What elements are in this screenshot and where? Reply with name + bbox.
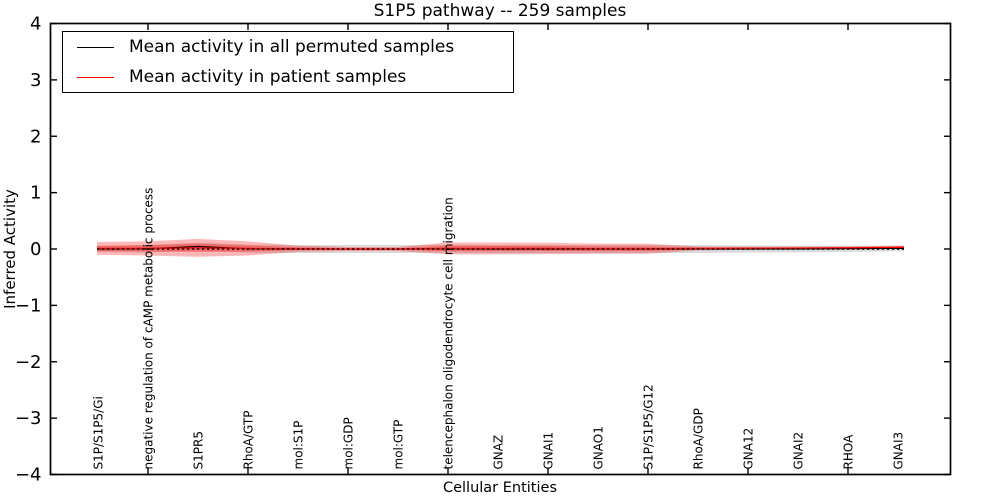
- x-tick-label: S1PR5: [192, 431, 206, 469]
- x-tick-label: S1P/S1P5/Gi: [92, 396, 106, 469]
- x-tick-label: GNA12: [742, 428, 756, 470]
- legend-label-patient: Mean activity in patient samples: [129, 67, 407, 87]
- x-tick-label: GNAI1: [542, 432, 556, 470]
- legend-label-permuted: Mean activity in all permuted samples: [129, 37, 455, 57]
- legend: Mean activity in all permuted samples Me…: [62, 31, 514, 93]
- permuted-std-band: [97, 242, 904, 253]
- y-axis-label: Inferred Activity: [1, 189, 19, 309]
- x-tick-label: mol:GDP: [342, 417, 356, 469]
- legend-entry-patient: Mean activity in patient samples: [77, 64, 513, 90]
- legend-line-patient-icon: [77, 76, 114, 78]
- x-tick-label: telencephalon oligodendrocyte cell migra…: [442, 197, 456, 469]
- y-tick-label: 3: [30, 70, 41, 91]
- y-tick-label: 2: [30, 126, 41, 147]
- x-tick-label: RhoA/GTP: [242, 411, 256, 470]
- x-tick-label: GNAO1: [592, 426, 606, 469]
- x-tick-label: GNAI3: [892, 432, 906, 470]
- x-tick-label: GNAI2: [792, 432, 806, 470]
- x-axis-label: Cellular Entities: [443, 480, 557, 496]
- x-tick-label: negative regulation of cAMP metabolic pr…: [142, 188, 156, 470]
- x-tick-label: RHOA: [842, 434, 856, 470]
- y-tick-label: −4: [15, 465, 42, 486]
- plot-dynamic-layer: 4 3 2 1 0 −1 −2 −3 −4 S1P/S1P5/Gi negative regulat…: [15, 14, 952, 486]
- x-tick-label: mol:S1P: [292, 421, 306, 470]
- x-tick-label: S1P/S1P5/G12: [642, 384, 656, 469]
- y-tick-label: −1: [15, 295, 42, 316]
- y-tick-label: 0: [30, 239, 41, 260]
- x-tick-label: RhoA/GDP: [692, 408, 706, 469]
- y-tick-label: −2: [15, 352, 42, 373]
- chart-title: S1P5 pathway -- 259 samples: [374, 1, 627, 21]
- legend-line-permuted-icon: [77, 46, 114, 48]
- y-tick-label: 1: [30, 183, 41, 204]
- x-tick-label: GNAZ: [492, 435, 506, 470]
- x-tick-label: mol:GTP: [392, 420, 406, 470]
- legend-entry-permuted: Mean activity in all permuted samples: [77, 34, 513, 60]
- y-tick-label: −3: [15, 408, 42, 429]
- y-tick-label: 4: [30, 14, 41, 35]
